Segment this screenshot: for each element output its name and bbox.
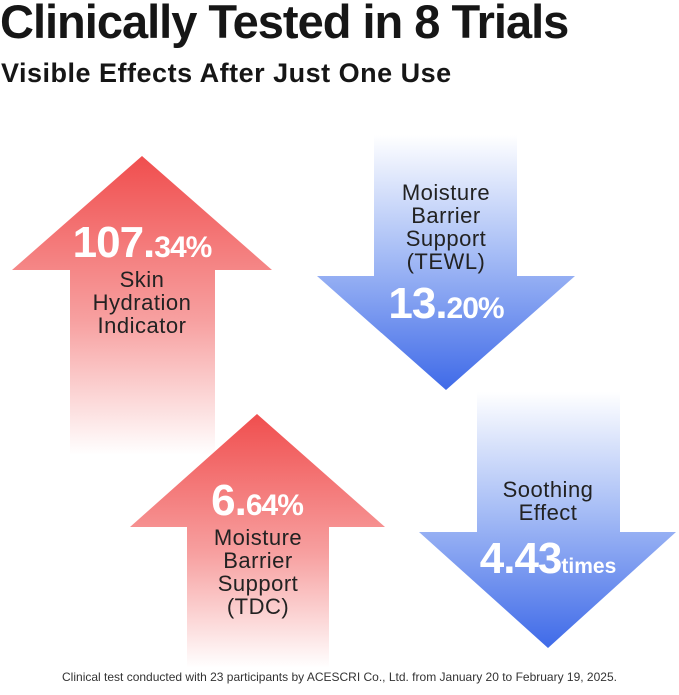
tdc-label: Moisture Barrier Support (TDC)	[213, 525, 303, 619]
tdc-value-dec: 64	[245, 489, 278, 522]
tdc-value-int: 6.	[211, 476, 247, 525]
tdc-unit: %	[277, 489, 304, 522]
tewl-value-int: 13.	[388, 279, 447, 328]
skin-hydration-unit: %	[185, 231, 213, 264]
tewl-label: Moisture Barrier Support (TEWL)	[401, 180, 491, 274]
page-title: Clinically Tested in 8 Trials	[0, 0, 569, 48]
tewl-value: 13.20%	[346, 279, 546, 329]
soothing-unit: times	[561, 555, 617, 578]
skin-hydration-value: 107.34%	[42, 218, 242, 268]
clinical-footnote: Clinical test conducted with 23 particip…	[62, 670, 617, 684]
soothing-value-int: 4.43	[479, 534, 563, 583]
skin-hydration-value-int: 107.	[72, 218, 156, 267]
skin-hydration-label: Skin Hydration Indicator	[92, 267, 192, 338]
skin-hydration-value-dec: 34	[154, 231, 186, 264]
arrow-up-tdc	[130, 414, 385, 668]
tewl-unit: %	[477, 292, 505, 325]
soothing-value: 4.43times	[443, 534, 653, 584]
arrow-down-tewl	[317, 135, 575, 390]
arrow-down-soothing	[419, 392, 676, 648]
page-subtitle: Visible Effects After Just One Use	[1, 58, 452, 88]
tewl-value-dec: 20	[446, 292, 479, 325]
tdc-value: 6.64%	[157, 476, 357, 526]
arrow-up-skin-hydration	[12, 156, 272, 455]
soothing-label: Soothing Effect	[502, 477, 594, 525]
